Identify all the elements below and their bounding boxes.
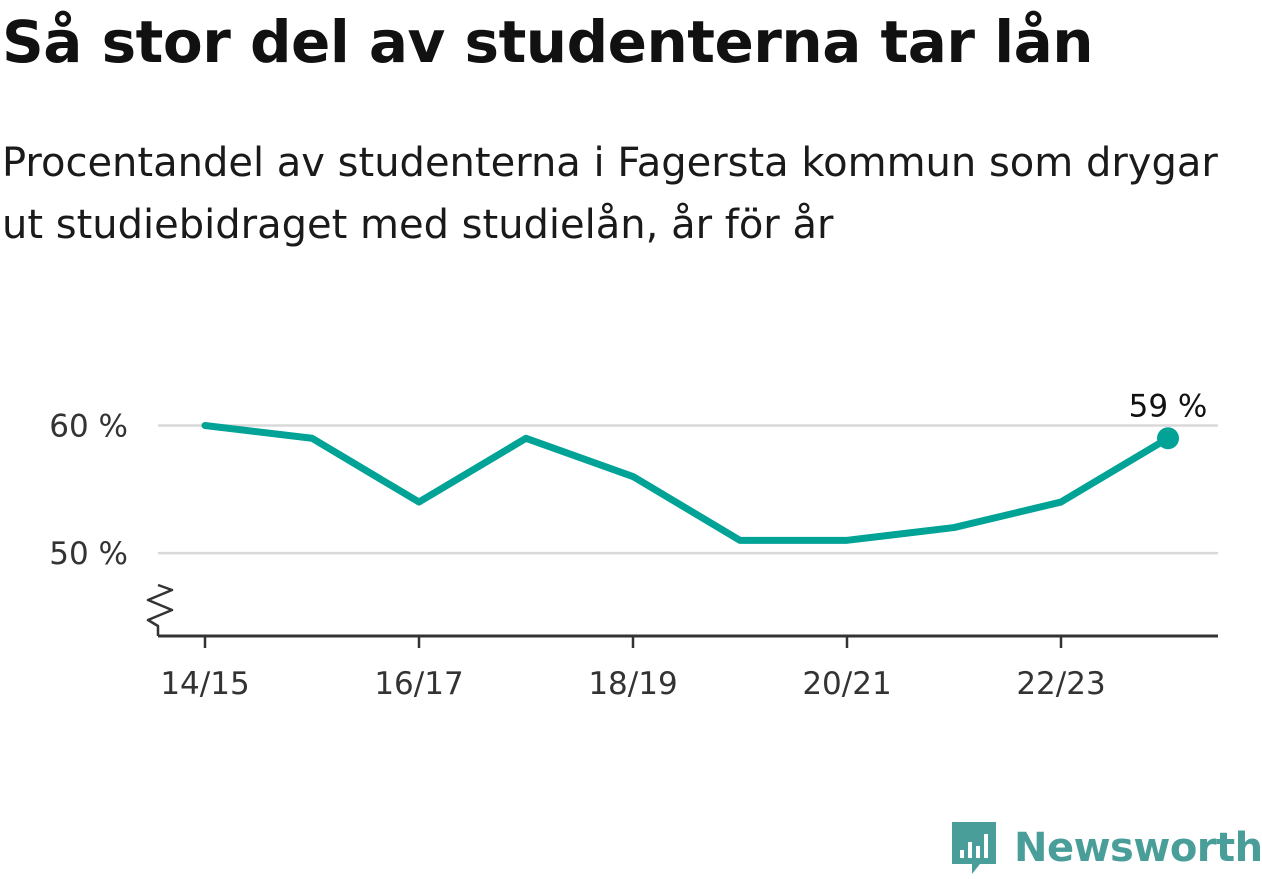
x-tick-label: 14/15 [160,666,249,702]
x-tick-label: 16/17 [374,666,463,702]
axis-break-icon [146,583,174,636]
chart-title: Så stor del av studenterna tar lån [2,8,1094,76]
series-line [201,422,1172,544]
gridlines [158,424,1218,555]
labels: 50 % 60 % 14/15 16/17 18/19 20/21 22/23 59 % [49,388,1207,702]
x-tick-label: 22/23 [1016,666,1105,702]
brand-name: Newsworthy [1014,825,1262,871]
last-point-label: 59 % [1129,388,1208,424]
axes [146,583,1218,648]
newsworthy-logo-icon [952,822,996,874]
x-tick-label: 20/21 [802,666,891,702]
last-point-marker [1157,427,1179,450]
x-tick-label: 18/19 [588,666,677,702]
y-tick-label: 50 % [49,536,128,572]
series [201,422,1179,544]
y-tick-label: 60 % [49,409,128,445]
chart-subtitle: Procentandel av studenterna i Fagersta k… [2,140,1218,248]
newsworthy-logo: Newsworthy [950,818,1262,878]
